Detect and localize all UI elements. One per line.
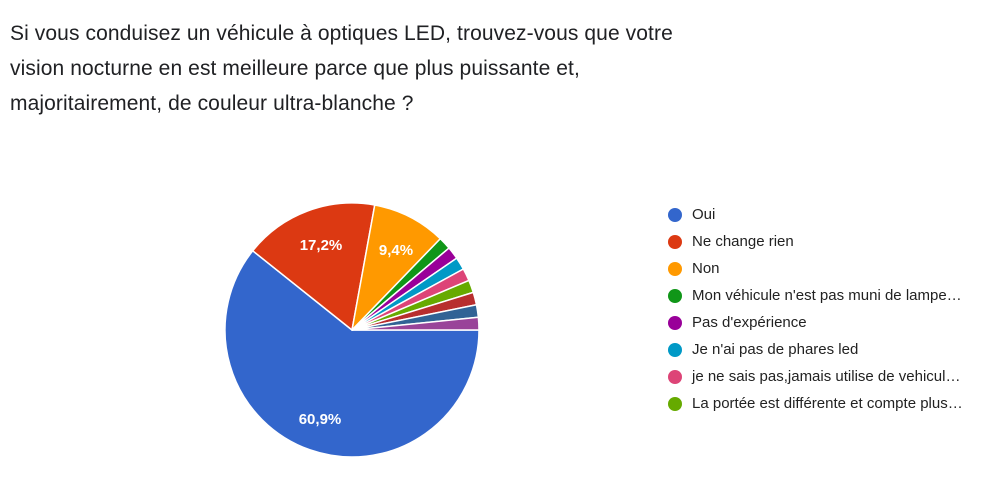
legend-label: je ne sais pas,jamais utilise de vehicul…: [692, 368, 961, 385]
legend-dot-icon: [668, 234, 682, 249]
legend-dot-icon: [668, 396, 682, 411]
pie-slices: [224, 202, 480, 458]
legend-item-ne-change-rien[interactable]: Ne change rien: [668, 228, 963, 255]
legend-label: Non: [692, 260, 720, 277]
legend-item-pas-de-phares-led[interactable]: Je n'ai pas de phares led: [668, 336, 963, 363]
slice-label-ne-change-rien: 17,2%: [300, 237, 343, 254]
legend-item-non[interactable]: Non: [668, 255, 963, 282]
legend-label: Mon véhicule n'est pas muni de lampe…: [692, 287, 962, 304]
pie-slice[interactable]: [251, 202, 376, 331]
legend-label: La portée est différente et compte plus…: [692, 395, 963, 412]
legend-item-pas-muni[interactable]: Mon véhicule n'est pas muni de lampe…: [668, 282, 963, 309]
pie-slice[interactable]: [351, 316, 480, 331]
legend-dot-icon: [668, 315, 682, 330]
legend-item-portee-differente[interactable]: La portée est différente et compte plus…: [668, 390, 963, 417]
slice-label-oui: 60,9%: [299, 411, 342, 428]
question-title: Si vous conduisez un véhicule à optiques…: [10, 16, 770, 121]
legend-item-oui[interactable]: Oui: [668, 201, 963, 228]
legend-label: Ne change rien: [692, 233, 794, 250]
chart-legend: Oui Ne change rien Non Mon véhicule n'es…: [668, 201, 963, 417]
legend-label: Pas d'expérience: [692, 314, 807, 331]
legend-item-ne-sais-pas[interactable]: je ne sais pas,jamais utilise de vehicul…: [668, 363, 963, 390]
legend-dot-icon: [668, 261, 682, 276]
legend-dot-icon: [668, 288, 682, 303]
legend-dot-icon: [668, 369, 682, 384]
pie-slice[interactable]: [224, 250, 480, 458]
legend-label: Je n'ai pas de phares led: [692, 341, 859, 358]
legend-label: Oui: [692, 206, 716, 223]
title-line-3: majoritairement, de couleur ultra-blanch…: [10, 92, 414, 115]
slice-label-non: 9,4%: [379, 242, 413, 259]
legend-item-pas-experience[interactable]: Pas d'expérience: [668, 309, 963, 336]
legend-dot-icon: [668, 342, 682, 357]
legend-dot-icon: [668, 207, 682, 222]
title-line-2: vision nocturne en est meilleure parce q…: [10, 57, 580, 80]
title-line-1: Si vous conduisez un véhicule à optiques…: [10, 22, 673, 45]
